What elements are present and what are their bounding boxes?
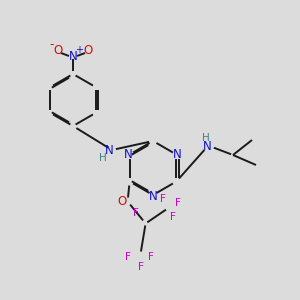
Text: F: F: [133, 208, 139, 218]
Text: O: O: [117, 195, 126, 208]
Text: N: N: [69, 50, 77, 62]
Text: O: O: [53, 44, 63, 58]
Text: F: F: [170, 212, 176, 221]
Text: N: N: [173, 148, 182, 161]
Text: O: O: [83, 44, 93, 58]
Text: N: N: [124, 148, 133, 161]
Text: F: F: [138, 262, 144, 272]
Text: N: N: [202, 140, 211, 154]
Text: +: +: [75, 45, 83, 55]
Text: H: H: [202, 133, 210, 143]
Text: F: F: [160, 194, 166, 203]
Text: F: F: [148, 251, 154, 262]
Text: H: H: [99, 153, 107, 163]
Text: N: N: [105, 143, 113, 157]
Text: -: -: [50, 38, 54, 52]
Text: N: N: [148, 190, 158, 202]
Text: F: F: [175, 199, 181, 208]
Text: F: F: [125, 251, 130, 262]
